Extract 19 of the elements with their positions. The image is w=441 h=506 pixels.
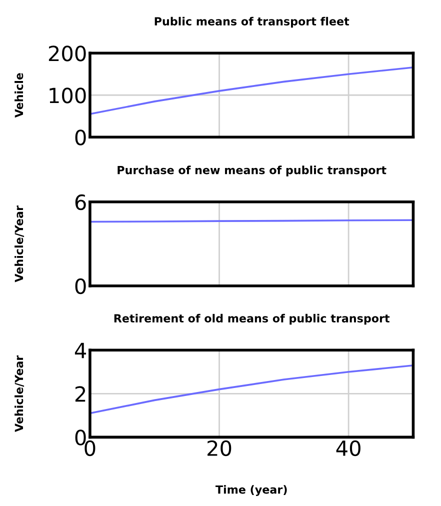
y-tick-label: 0	[75, 278, 86, 294]
y-axis-title: Vehicle	[14, 73, 24, 118]
x-tick-label: 20	[208, 440, 232, 456]
y-tick-label: 0	[75, 430, 86, 446]
y-tick-label: 6	[75, 194, 86, 210]
y-axis-title: Vehicle/Year	[14, 206, 24, 282]
y-tick-label: 4	[74, 342, 86, 358]
y-tick-label: 2	[75, 386, 86, 402]
x-tick-label: 40	[336, 440, 360, 456]
x-axis-title: Time (year)	[216, 485, 287, 496]
y-tick-label: 100	[50, 88, 86, 104]
y-tick-label: 0	[75, 130, 86, 146]
y-axis-title: Vehicle/Year	[14, 355, 24, 432]
chart-title: Retirement of old means of public transport	[114, 314, 390, 325]
chart-title: Purchase of new means of public transport	[118, 166, 386, 176]
line-series	[90, 66, 414, 115]
chart-title: Public means of transport fleet	[154, 16, 350, 28]
y-tick-label: 200	[48, 46, 86, 62]
line-series	[90, 364, 414, 414]
